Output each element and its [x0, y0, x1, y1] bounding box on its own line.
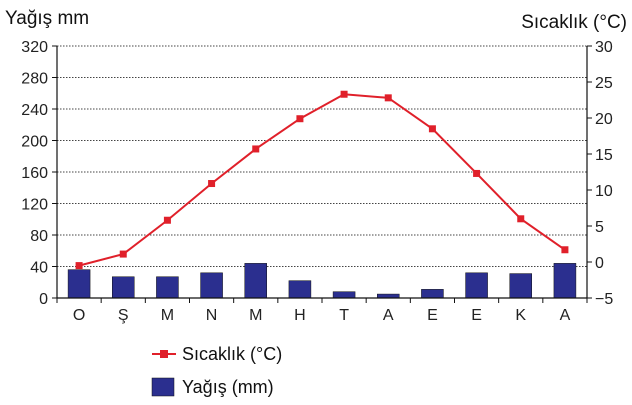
left-tick-label: 120: [21, 197, 48, 214]
temperature-point: [75, 262, 83, 270]
x-tick-label: E: [427, 307, 438, 324]
x-tick-label: H: [294, 307, 306, 324]
left-tick-label: 80: [30, 228, 48, 245]
precipitation-bar: [244, 263, 267, 299]
right-axis-ticks: −5 0 5 10 15 20 25 30: [587, 39, 613, 308]
left-axis-title: Yağış mm: [5, 8, 89, 29]
x-tick-label: T: [339, 307, 349, 324]
right-tick-label: 15: [595, 147, 613, 164]
x-tick-label: M: [249, 307, 262, 324]
x-tick-label: N: [206, 307, 218, 324]
precipitation-bar: [553, 263, 577, 299]
legend-box-marker: [151, 377, 175, 397]
temperature-point: [517, 215, 525, 223]
x-tick-label: Ş: [118, 307, 129, 324]
temperature-polyline: [78, 93, 566, 267]
left-tick-label: 40: [30, 260, 48, 277]
x-tick-label: A: [560, 307, 571, 324]
precipitation-bar: [67, 269, 91, 299]
left-tick-label: 0: [39, 291, 48, 308]
temperature-point: [340, 90, 348, 98]
legend-label-temperature: Sıcaklık (°C): [182, 344, 282, 364]
legend: Sıcaklık (°C) Yağış (mm): [151, 344, 282, 397]
x-tick-label: O: [73, 307, 85, 324]
temperature-line: [75, 90, 569, 270]
x-tick-label: K: [515, 307, 526, 324]
precipitation-bar: [465, 272, 488, 299]
legend-label-precipitation: Yağış (mm): [182, 377, 274, 397]
temperature-point: [208, 180, 216, 188]
right-tick-label: 5: [595, 219, 604, 236]
right-tick-label: 10: [595, 183, 613, 200]
temperature-point: [561, 246, 569, 254]
precipitation-bar: [200, 272, 223, 299]
right-tick-label: 20: [595, 111, 613, 128]
right-tick-label: 25: [595, 75, 613, 92]
right-tick-label: −5: [595, 291, 613, 308]
left-tick-label: 200: [21, 134, 48, 151]
left-tick-label: 320: [21, 39, 48, 56]
x-tick-label: E: [471, 307, 482, 324]
temperature-point: [428, 125, 436, 133]
x-tick-label: A: [383, 307, 394, 324]
precipitation-bar: [112, 276, 135, 299]
right-tick-label: 0: [595, 255, 604, 272]
temperature-point: [296, 115, 304, 123]
temperature-point: [384, 94, 392, 102]
precipitation-bar: [509, 273, 532, 299]
left-tick-label: 280: [21, 71, 48, 88]
precipitation-bar: [332, 291, 356, 299]
temperature-point: [163, 216, 171, 224]
temperature-point: [252, 145, 260, 153]
right-tick-label: 30: [595, 39, 613, 56]
grid-lines: [57, 45, 587, 267]
left-axis-ticks: 0 40 80 120 160 200 240 280 320: [21, 39, 57, 308]
left-tick-label: 240: [21, 102, 48, 119]
precipitation-bar: [288, 280, 312, 299]
precipitation-bar: [156, 276, 179, 299]
left-tick-label: 160: [21, 165, 48, 182]
temperature-point: [473, 169, 481, 177]
precipitation-bars: [67, 263, 577, 299]
temperature-point: [119, 250, 127, 258]
x-tick-label: M: [161, 307, 174, 324]
legend-square-marker: [160, 350, 168, 358]
precipitation-bar: [421, 289, 444, 299]
right-axis-title: Sıcaklık (°C): [521, 12, 627, 33]
